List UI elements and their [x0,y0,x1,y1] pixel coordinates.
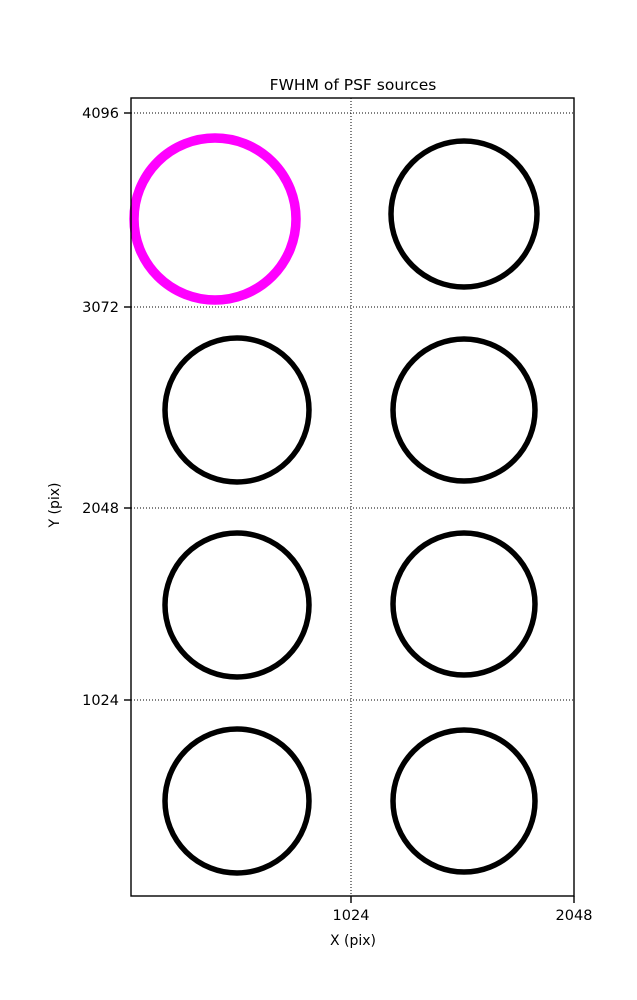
psf-source-marker [162,530,312,680]
axes-frame [130,97,575,897]
y-axis-ticks [124,112,131,701]
psf-source-marker-highlight [129,133,301,305]
y-axis-tick-labels: 4096 3072 2048 1024 [82,106,119,709]
x-axis-label: X (pix) [330,933,376,949]
x-axis-ticks [350,896,575,903]
y-axis-label: Y (pix) [47,483,63,529]
psf-source-marker [162,726,312,876]
xtick-label-1024: 1024 [333,908,370,924]
ytick-label-1024: 1024 [82,693,119,709]
data-markers [129,133,540,876]
psf-source-marker [162,335,312,485]
ytick-label-4096: 4096 [82,106,119,122]
psf-source-marker [390,336,538,484]
horizontal-gridlines [131,112,574,701]
psf-source-marker [388,138,540,290]
plot-area-background [131,98,574,896]
chart-title: FWHM of PSF sources [270,76,437,94]
ytick-label-2048: 2048 [82,501,119,517]
psf-source-marker [390,530,538,678]
x-axis-tick-labels: 1024 2048 [333,908,593,924]
psf-source-marker [390,727,538,875]
xtick-label-2048: 2048 [556,908,593,924]
ytick-label-3072: 3072 [82,300,119,316]
